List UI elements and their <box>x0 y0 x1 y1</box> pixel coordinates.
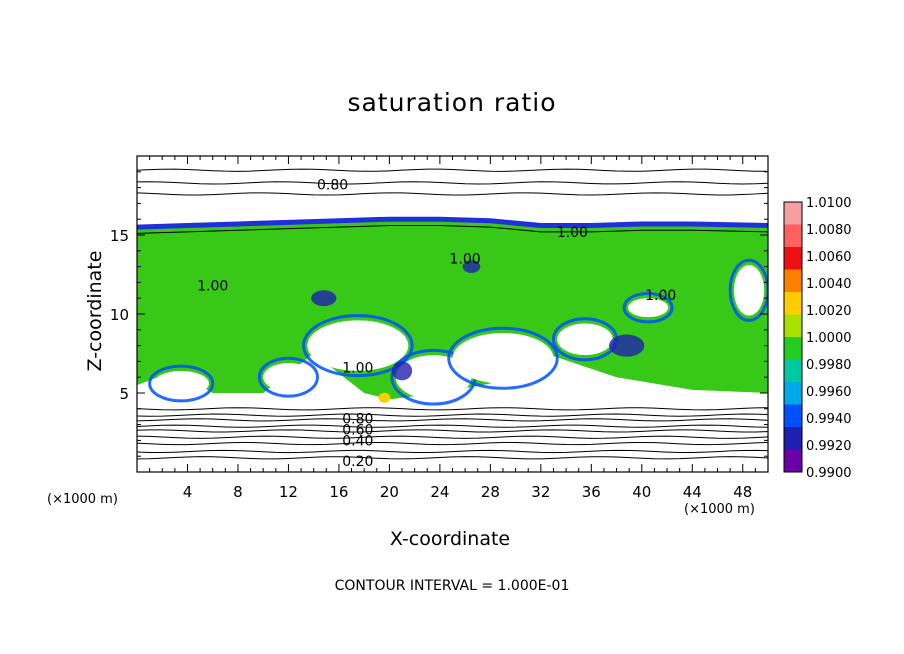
colorbar-swatch-2 <box>784 247 802 270</box>
colorbar-label-10: 0.9900 <box>806 466 852 481</box>
contour-label-2: 1.00 <box>450 252 481 268</box>
low-ratio-patch-3 <box>462 260 481 273</box>
contour-lines <box>137 168 768 460</box>
x-tick-label-20: 20 <box>380 483 399 501</box>
x-axis-label: X-coordinate <box>389 528 511 550</box>
colorbar-swatch-3 <box>784 269 802 292</box>
high-ratio-patch <box>378 392 391 403</box>
contour-label-5: 1.00 <box>342 361 373 377</box>
colorbar-label-3: 1.0040 <box>806 277 852 292</box>
dry-pocket-fringe-4 <box>728 258 768 322</box>
colorbar-label-1: 1.0080 <box>806 223 852 238</box>
y-tick-label-15: 15 <box>110 227 129 245</box>
x-tick-label-4: 4 <box>183 483 193 501</box>
contour-1-00-top <box>137 225 768 234</box>
colorbar: 1.0100 1.0080 1.0060 1.0040 1.0020 1.0000 0.99… <box>783 196 852 481</box>
dry-pocket-fringe-5 <box>622 291 674 324</box>
x-tick-label-36: 36 <box>582 483 601 501</box>
contour-line-9 <box>137 441 768 446</box>
dry-pocket-3 <box>557 323 613 356</box>
colorbar-swatch-1 <box>784 224 802 247</box>
colorbar-label-8: 0.9940 <box>806 412 852 427</box>
dry-pocket-7 <box>153 370 209 397</box>
x-unit-right: (×1000 m) <box>684 502 755 517</box>
dry-pocket-fringe-7 <box>148 364 215 403</box>
dry-pocket-0 <box>307 320 409 371</box>
dry-pocket-fringe-0 <box>302 314 414 378</box>
colorbar-label-4: 1.0020 <box>806 304 852 319</box>
contour-interval-note: CONTOUR INTERVAL = 1.000E-01 <box>334 578 570 594</box>
contour-line-7 <box>137 429 768 433</box>
contour-line-10 <box>137 449 768 454</box>
colorbar-frame <box>783 201 803 473</box>
contour-label-7: 0.60 <box>342 422 373 438</box>
contour-line-2 <box>137 192 768 196</box>
x-tick-label-48: 48 <box>733 483 752 501</box>
saturation-field <box>137 216 768 406</box>
cloud-top-band <box>137 216 768 230</box>
contour-label-3: 1.00 <box>197 279 228 295</box>
contour-label-0: 0.80 <box>317 177 348 193</box>
low-ratio-patch-0 <box>311 290 337 307</box>
cloud-region <box>137 219 768 400</box>
contour-line-5 <box>137 418 768 422</box>
chart-title: saturation ratio <box>347 88 557 117</box>
dry-pocket-4 <box>733 265 765 316</box>
y-axis-label: Z-coordinate <box>84 250 106 372</box>
colorbar-swatch-0 <box>784 202 802 225</box>
colorbar-label-7: 0.9960 <box>806 385 852 400</box>
contour-line-3 <box>137 407 768 411</box>
colorbar-swatch-4 <box>784 292 802 315</box>
dry-pocket-1 <box>395 355 472 400</box>
contour-line-0 <box>137 168 768 172</box>
x-unit-left: (×1000 m) <box>47 492 118 507</box>
dry-pocket-6 <box>263 362 314 392</box>
contour-labels: 0.801.001.001.001.001.000.800.600.400.20 <box>197 177 676 470</box>
colorbar-swatch-11 <box>784 449 802 472</box>
y-tick-label-10: 10 <box>110 306 129 324</box>
contour-label-8: 0.40 <box>342 433 373 449</box>
colorbar-label-2: 1.0060 <box>806 250 852 265</box>
dry-pocket-5 <box>627 298 669 318</box>
contour-line-11 <box>137 456 768 460</box>
low-ratio-patch-2 <box>391 361 413 381</box>
colorbar-label-9: 0.9920 <box>806 439 852 454</box>
x-tick-label-12: 12 <box>279 483 298 501</box>
x-tick-label-8: 8 <box>233 483 243 501</box>
colorbar-swatch-8 <box>784 382 802 405</box>
contour-label-4: 1.00 <box>645 288 676 304</box>
contour-label-9: 0.20 <box>342 454 373 470</box>
colorbar-swatch-7 <box>784 359 802 382</box>
colorbar-swatch-5 <box>784 314 802 337</box>
colorbar-label-6: 0.9980 <box>806 358 852 373</box>
x-tick-label-32: 32 <box>531 483 550 501</box>
colorbar-swatch-10 <box>784 427 802 450</box>
y-tick-label-5: 5 <box>119 385 129 403</box>
colorbar-label-5: 1.0000 <box>806 331 852 346</box>
x-tick-label-40: 40 <box>632 483 651 501</box>
x-tick-label-16: 16 <box>329 483 348 501</box>
contour-line-1 <box>137 181 768 185</box>
low-ratio-patch-1 <box>608 334 645 357</box>
x-tick-label-44: 44 <box>683 483 702 501</box>
colorbar-label-0: 1.0100 <box>806 196 852 211</box>
dry-pocket-fringe-6 <box>257 356 319 398</box>
dry-pocket-2 <box>452 332 554 384</box>
contour-line-6 <box>137 424 768 428</box>
contour-label-6: 0.80 <box>342 411 373 427</box>
colorbar-swatch-9 <box>784 404 802 427</box>
contour-line-4 <box>137 413 768 417</box>
x-tick-label-24: 24 <box>430 483 449 501</box>
colorbar-swatch-6 <box>784 337 802 360</box>
contour-label-1: 1.00 <box>557 225 588 241</box>
dry-pocket-fringe-2 <box>447 326 559 390</box>
x-tick-label-28: 28 <box>481 483 500 501</box>
contour-line-8 <box>137 435 768 439</box>
